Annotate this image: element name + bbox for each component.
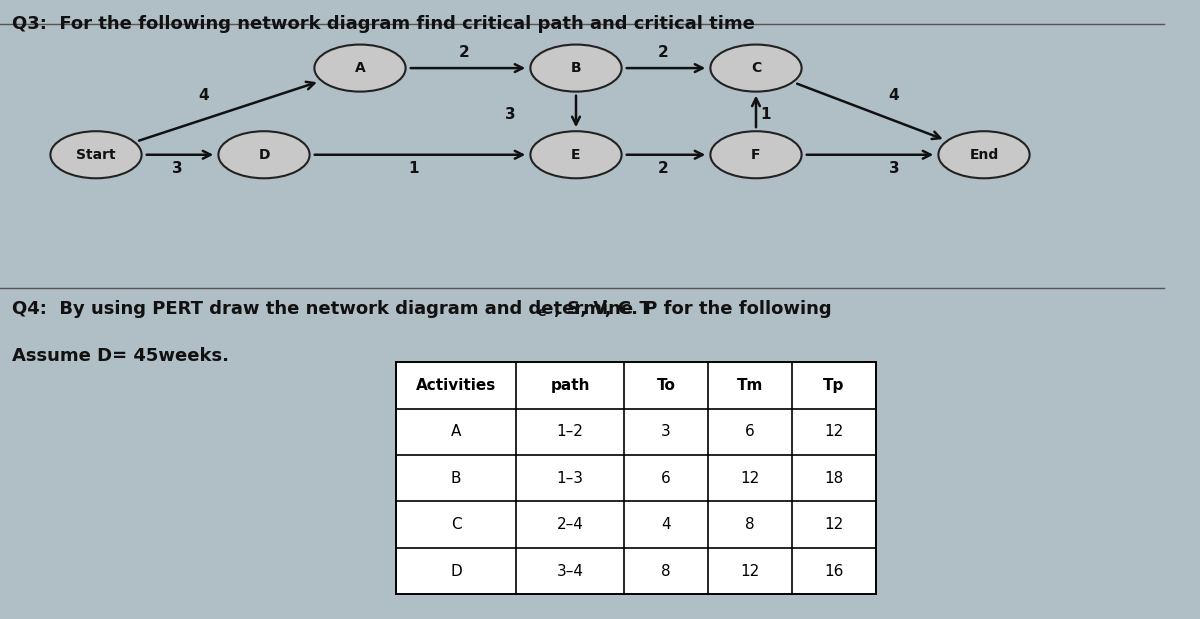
Text: 1: 1 xyxy=(409,162,419,176)
Text: 2: 2 xyxy=(659,45,668,60)
Text: 3: 3 xyxy=(889,162,899,176)
Text: C: C xyxy=(451,517,461,532)
Text: End: End xyxy=(970,148,998,162)
Text: C: C xyxy=(751,61,761,75)
Text: F: F xyxy=(751,148,761,162)
FancyBboxPatch shape xyxy=(396,362,876,594)
Text: 3: 3 xyxy=(173,162,182,176)
Circle shape xyxy=(314,45,406,92)
Text: 18: 18 xyxy=(824,470,844,486)
Text: 2: 2 xyxy=(659,162,668,176)
Text: 1–2: 1–2 xyxy=(557,424,583,439)
Text: Q3:  For the following network diagram find critical path and critical time: Q3: For the following network diagram fi… xyxy=(12,15,755,33)
Text: 12: 12 xyxy=(824,517,844,532)
Circle shape xyxy=(530,131,622,178)
Text: Assume D= 45weeks.: Assume D= 45weeks. xyxy=(12,347,229,365)
Text: D: D xyxy=(450,563,462,579)
Text: 1–3: 1–3 xyxy=(557,470,583,486)
Text: B: B xyxy=(451,470,461,486)
Text: 4: 4 xyxy=(889,89,899,103)
Text: 16: 16 xyxy=(824,563,844,579)
Text: 12: 12 xyxy=(824,424,844,439)
Text: A: A xyxy=(355,61,365,75)
Text: 2: 2 xyxy=(460,45,469,60)
Text: 3: 3 xyxy=(661,424,671,439)
Circle shape xyxy=(218,131,310,178)
Text: E: E xyxy=(571,148,581,162)
Text: 3–4: 3–4 xyxy=(557,563,583,579)
Text: 6: 6 xyxy=(745,424,755,439)
Text: 8: 8 xyxy=(745,517,755,532)
Text: 4: 4 xyxy=(661,517,671,532)
Text: 1: 1 xyxy=(761,107,770,122)
Text: 3: 3 xyxy=(505,107,515,122)
Text: path: path xyxy=(551,378,589,393)
Text: D: D xyxy=(258,148,270,162)
Text: 12: 12 xyxy=(740,470,760,486)
Circle shape xyxy=(50,131,142,178)
Text: , S, V, C. P for the following: , S, V, C. P for the following xyxy=(554,300,832,318)
Text: Start: Start xyxy=(76,148,116,162)
Text: e: e xyxy=(538,306,546,319)
Text: 4: 4 xyxy=(199,89,209,103)
Text: Activities: Activities xyxy=(416,378,496,393)
Text: To: To xyxy=(656,378,676,393)
Text: 8: 8 xyxy=(661,563,671,579)
Text: B: B xyxy=(571,61,581,75)
Text: A: A xyxy=(451,424,461,439)
Text: 2–4: 2–4 xyxy=(557,517,583,532)
Text: Tp: Tp xyxy=(823,378,845,393)
Circle shape xyxy=(530,45,622,92)
Text: Q4:  By using PERT draw the network diagram and determine T: Q4: By using PERT draw the network diagr… xyxy=(12,300,652,318)
Circle shape xyxy=(710,45,802,92)
Circle shape xyxy=(710,131,802,178)
Text: 12: 12 xyxy=(740,563,760,579)
Text: 6: 6 xyxy=(661,470,671,486)
Circle shape xyxy=(938,131,1030,178)
Text: Tm: Tm xyxy=(737,378,763,393)
